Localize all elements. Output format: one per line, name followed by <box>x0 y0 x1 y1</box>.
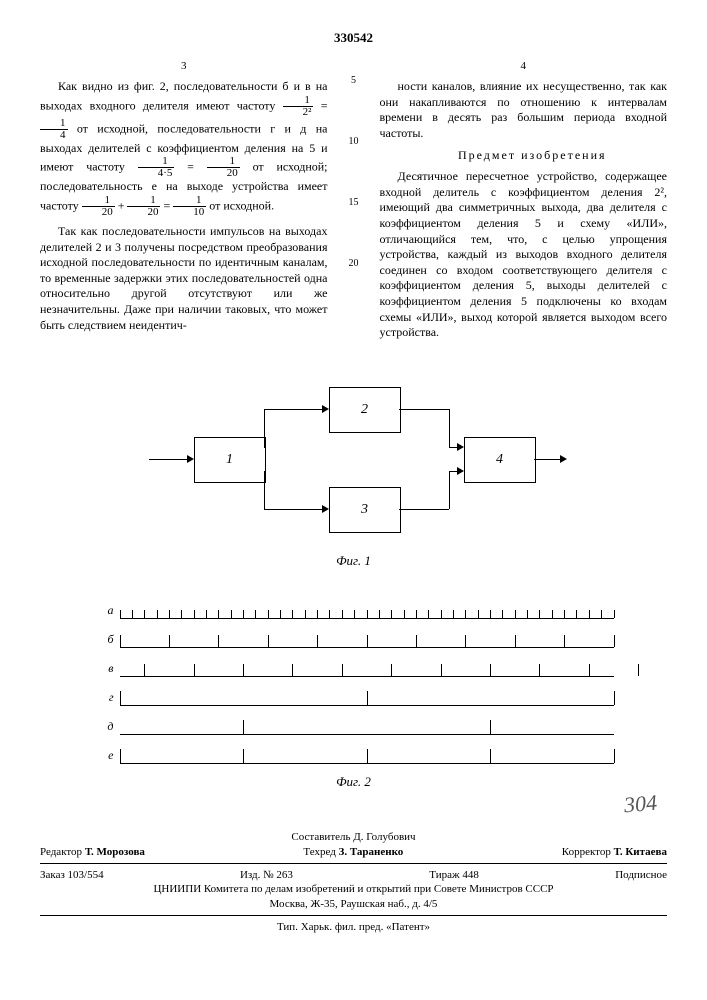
timing-label: в <box>94 661 120 677</box>
timing-label: а <box>94 603 120 619</box>
fraction-2b: 120 <box>207 156 240 179</box>
tirazh: Тираж 448 <box>429 868 479 882</box>
timing-row: б <box>94 629 614 648</box>
sostavitel: Составитель Д. Голубович <box>40 830 667 844</box>
timing-row: а <box>94 600 614 619</box>
timing-row: г <box>94 687 614 706</box>
addr: Москва, Ж-35, Раушская наб., д. 4/5 <box>40 897 667 911</box>
right-para-1: ности каналов, влияние их несущественно,… <box>380 79 668 141</box>
fraction-1: 12² <box>283 95 314 118</box>
podpisnoe: Подписное <box>615 868 667 882</box>
line-num: 10 <box>348 135 360 148</box>
left-column: 3 Как видно из фиг. 2, последовательност… <box>40 59 328 347</box>
line-number-gutter: 5 10 15 20 <box>348 59 360 347</box>
timing-line <box>120 745 614 764</box>
fraction-3c: 110 <box>173 195 206 218</box>
right-para-2: Десятичное пересчетное устройство, содер… <box>380 169 668 341</box>
timing-row: д <box>94 716 614 735</box>
timing-row: в <box>94 658 614 677</box>
fraction-1b: 14 <box>40 118 68 141</box>
fraction-3b: 120 <box>127 195 160 218</box>
figure-1: 1 2 3 4 Фиг. 1 <box>144 377 564 570</box>
redaktor: Редактор Т. Морозова <box>40 845 145 859</box>
line-num: 5 <box>348 74 360 87</box>
figure-2: абвгде <box>94 600 614 764</box>
block-4: 4 <box>464 437 536 483</box>
timing-row: е <box>94 745 614 764</box>
timing-label: б <box>94 632 120 648</box>
handwritten-note: 304 <box>623 789 658 820</box>
line-num: 20 <box>348 257 360 270</box>
fig2-caption: Фиг. 2 <box>40 774 667 791</box>
fraction-3a: 120 <box>82 195 115 218</box>
timing-label: е <box>94 748 120 764</box>
text: от исходной. <box>209 198 274 212</box>
block-1: 1 <box>194 437 266 483</box>
timing-line <box>120 629 614 648</box>
text-columns: 3 Как видно из фиг. 2, последовательност… <box>40 59 667 347</box>
timing-line <box>120 600 614 619</box>
timing-line <box>120 716 614 735</box>
korrektor: Корректор Т. Китаева <box>562 845 667 859</box>
right-column: 4 ности каналов, влияние их несущественн… <box>380 59 668 347</box>
line-num: 15 <box>348 196 360 209</box>
timing-line <box>120 658 614 677</box>
footer: Составитель Д. Голубович Редактор Т. Мор… <box>40 830 667 934</box>
zakaz: Заказ 103/554 <box>40 868 104 882</box>
izd: Изд. № 263 <box>240 868 293 882</box>
fig1-caption: Фиг. 1 <box>144 553 564 570</box>
left-para-2: Так как последовательности импульсов на … <box>40 224 328 333</box>
tehred: Техред З. Тараненко <box>303 845 403 859</box>
org: ЦНИИПИ Комитета по делам изобретений и о… <box>40 882 667 896</box>
block-2: 2 <box>329 387 401 433</box>
right-page-num: 4 <box>380 59 668 73</box>
timing-label: д <box>94 719 120 735</box>
section-title: Предмет изобретения <box>380 148 668 164</box>
timing-line <box>120 687 614 706</box>
block-3: 3 <box>329 487 401 533</box>
fraction-2: 14·5 <box>138 156 175 179</box>
left-page-num: 3 <box>40 59 328 73</box>
timing-label: г <box>94 690 120 706</box>
left-para-1: Как видно из фиг. 2, последовательности … <box>40 79 328 218</box>
doc-number: 330542 <box>40 30 667 47</box>
tip: Тип. Харьк. фил. пред. «Патент» <box>40 920 667 934</box>
